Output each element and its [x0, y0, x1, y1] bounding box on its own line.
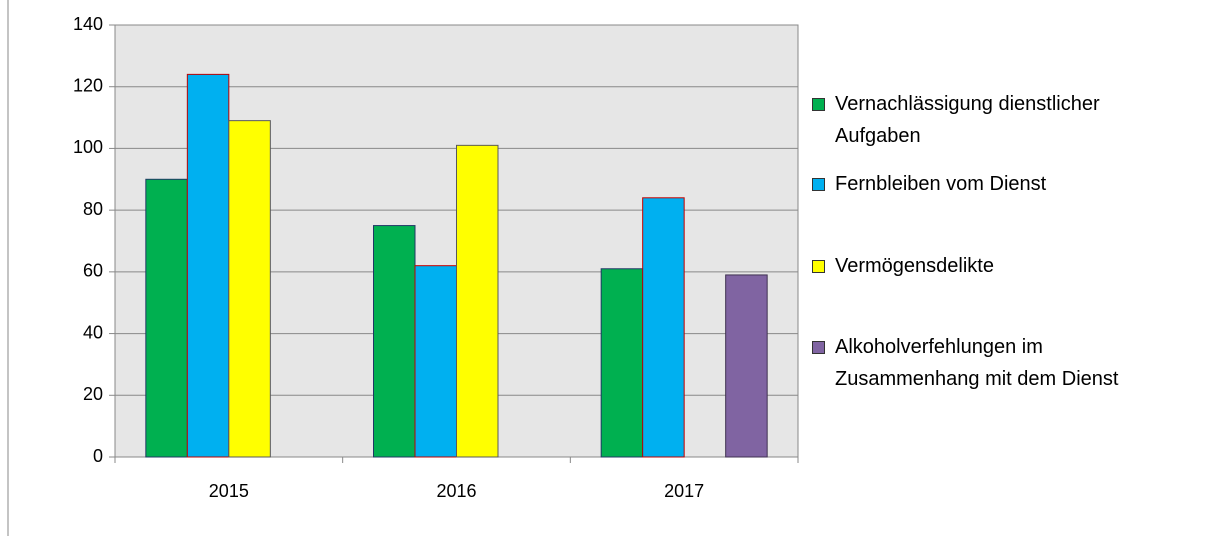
legend-label: Alkoholverfehlungen im Zusammenhang mit …	[835, 336, 1119, 390]
x-tick-label: 2015	[209, 481, 249, 501]
y-tick-label: 20	[83, 384, 103, 404]
bar	[642, 197, 685, 458]
bar	[725, 274, 768, 458]
y-tick-label: 60	[83, 261, 103, 281]
legend-entry: Alkoholverfehlungen im Zusammenhang mit …	[812, 331, 1152, 395]
y-tick-label: 140	[73, 14, 103, 34]
y-tick-label: 0	[93, 446, 103, 466]
bar	[373, 225, 416, 458]
bar	[600, 268, 644, 458]
legend-label: Vermögensdelikte	[835, 255, 994, 277]
bar	[228, 120, 271, 458]
legend-swatch	[812, 260, 825, 273]
y-tick-label: 40	[83, 322, 103, 342]
bar	[186, 73, 230, 458]
legend-swatch	[812, 178, 825, 191]
legend-swatch	[812, 341, 825, 354]
bar	[145, 178, 188, 458]
bar	[456, 144, 499, 458]
legend-label: Vernachlässigung dienstlicher Aufgaben	[835, 93, 1100, 147]
x-tick-label: 2016	[436, 481, 476, 501]
y-tick-label: 120	[73, 75, 103, 95]
x-tick-label: 2017	[664, 481, 704, 501]
legend-swatch	[812, 98, 825, 111]
legend-entry: Fernbleiben vom Dienst	[812, 168, 1152, 200]
legend-label: Fernbleiben vom Dienst	[835, 173, 1047, 195]
y-tick-label: 100	[73, 137, 103, 157]
legend-entry: Vernachlässigung dienstlicher Aufgaben	[812, 88, 1152, 152]
bar	[414, 265, 457, 458]
legend-entry: Vermögensdelikte	[812, 250, 1152, 282]
y-tick-label: 80	[83, 199, 103, 219]
